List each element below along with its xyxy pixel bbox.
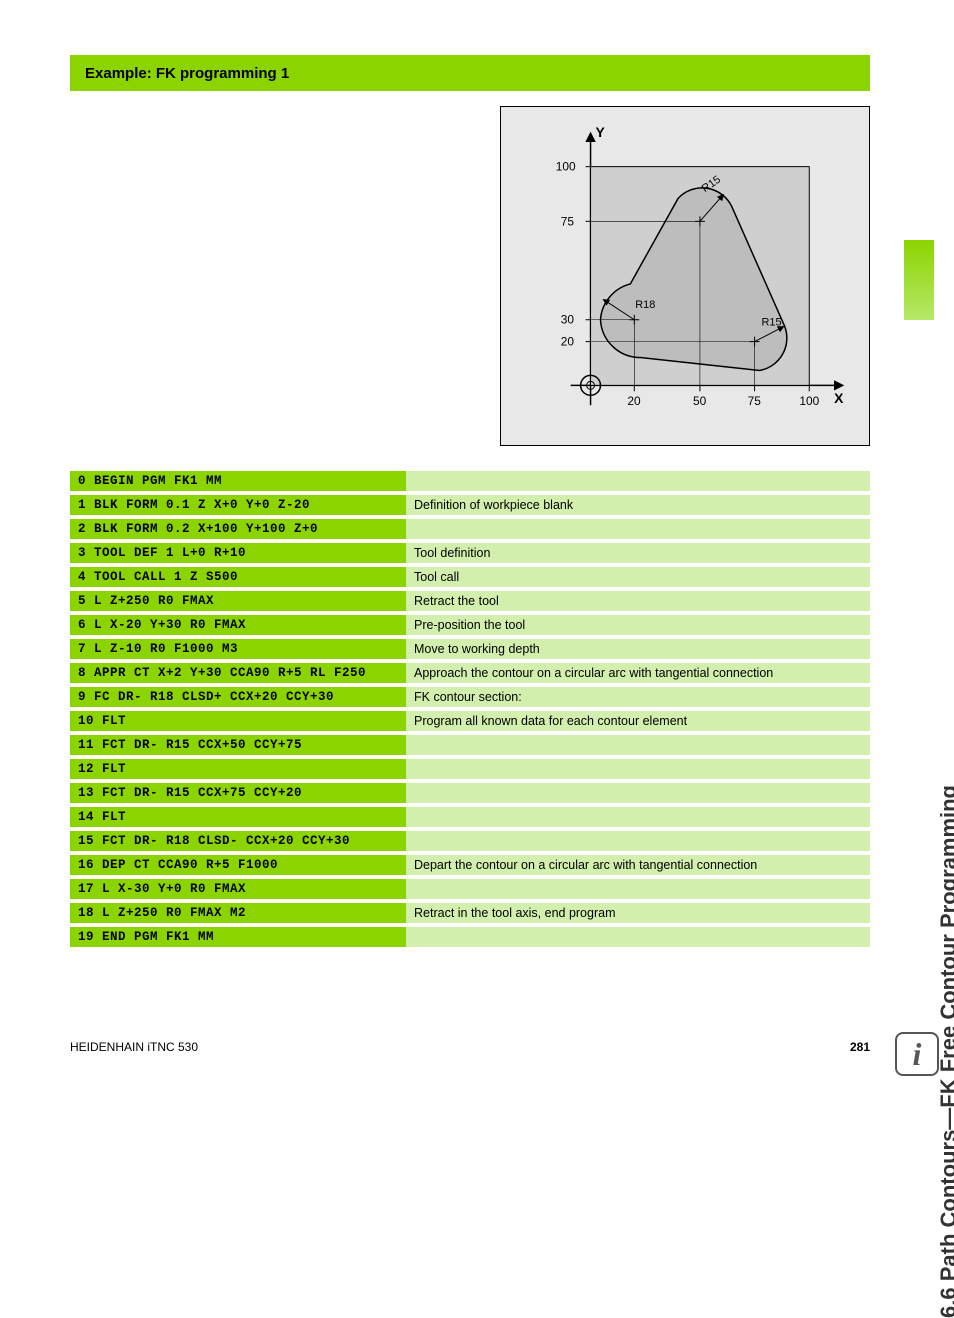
program-code-cell: 6 L X-20 Y+30 R0 FMAX bbox=[70, 613, 406, 637]
program-row: 11 FCT DR- R15 CCX+50 CCY+75 bbox=[70, 733, 870, 757]
program-desc-cell bbox=[406, 757, 870, 781]
program-code-cell: 9 FC DR- R18 CLSD+ CCX+20 CCY+30 bbox=[70, 685, 406, 709]
program-desc-cell: Tool definition bbox=[406, 541, 870, 565]
page-footer: HEIDENHAIN iTNC 530 281 bbox=[70, 1040, 870, 1054]
program-code-cell: 18 L Z+250 R0 FMAX M2 bbox=[70, 901, 406, 925]
program-code-cell: 3 TOOL DEF 1 L+0 R+10 bbox=[70, 541, 406, 565]
program-code-cell: 5 L Z+250 R0 FMAX bbox=[70, 589, 406, 613]
program-row: 12 FLT bbox=[70, 757, 870, 781]
r15-right-label: R15 bbox=[762, 317, 782, 329]
program-code-cell: 12 FLT bbox=[70, 757, 406, 781]
program-row: 15 FCT DR- R18 CLSD- CCX+20 CCY+30 bbox=[70, 829, 870, 853]
program-code-cell: 8 APPR CT X+2 Y+30 CCA90 R+5 RL F250 bbox=[70, 661, 406, 685]
program-code-cell: 10 FLT bbox=[70, 709, 406, 733]
section-tab-bar bbox=[904, 240, 934, 320]
program-row: 16 DEP CT CCA90 R+5 F1000Depart the cont… bbox=[70, 853, 870, 877]
x-tick-75: 75 bbox=[748, 394, 762, 408]
section-tab: 6.6 Path Contours—FK Free Contour Progra… bbox=[904, 55, 934, 785]
program-row: 4 TOOL CALL 1 Z S500Tool call bbox=[70, 565, 870, 589]
program-code-cell: 7 L Z-10 R0 F1000 M3 bbox=[70, 637, 406, 661]
example-title-bar: Example: FK programming 1 bbox=[70, 55, 870, 91]
program-desc-cell bbox=[406, 471, 870, 493]
program-desc-cell: Depart the contour on a circular arc wit… bbox=[406, 853, 870, 877]
program-desc-cell bbox=[406, 805, 870, 829]
r18-label: R18 bbox=[635, 299, 655, 311]
program-desc-cell: FK contour section: bbox=[406, 685, 870, 709]
program-desc-cell bbox=[406, 517, 870, 541]
info-icon: i bbox=[895, 1032, 939, 1076]
y-tick-100: 100 bbox=[556, 160, 576, 174]
program-desc-cell bbox=[406, 781, 870, 805]
program-row: 18 L Z+250 R0 FMAX M2Retract in the tool… bbox=[70, 901, 870, 925]
program-desc-cell: Definition of workpiece blank bbox=[406, 493, 870, 517]
program-desc-cell: Retract in the tool axis, end program bbox=[406, 901, 870, 925]
program-desc-cell: Tool call bbox=[406, 565, 870, 589]
program-row: 7 L Z-10 R0 F1000 M3Move to working dept… bbox=[70, 637, 870, 661]
program-desc-cell bbox=[406, 877, 870, 901]
program-desc-cell: Retract the tool bbox=[406, 589, 870, 613]
program-row: 8 APPR CT X+2 Y+30 CCA90 R+5 RL F250Appr… bbox=[70, 661, 870, 685]
program-desc-cell bbox=[406, 925, 870, 949]
program-row: 9 FC DR- R18 CLSD+ CCX+20 CCY+30FK conto… bbox=[70, 685, 870, 709]
program-row: 17 L X-30 Y+0 R0 FMAX bbox=[70, 877, 870, 901]
program-desc-cell: Approach the contour on a circular arc w… bbox=[406, 661, 870, 685]
program-row: 13 FCT DR- R15 CCX+75 CCY+20 bbox=[70, 781, 870, 805]
example-title: Example: FK programming 1 bbox=[85, 65, 289, 82]
program-row: 2 BLK FORM 0.2 X+100 Y+100 Z+0 bbox=[70, 517, 870, 541]
program-row: 14 FLT bbox=[70, 805, 870, 829]
footer-page-number: 281 bbox=[850, 1040, 870, 1054]
program-code-cell: 16 DEP CT CCA90 R+5 F1000 bbox=[70, 853, 406, 877]
program-desc-cell: Move to working depth bbox=[406, 637, 870, 661]
y-tick-30: 30 bbox=[561, 313, 575, 327]
program-table: 0 BEGIN PGM FK1 MM1 BLK FORM 0.1 Z X+0 Y… bbox=[70, 471, 870, 951]
program-row: 3 TOOL DEF 1 L+0 R+10Tool definition bbox=[70, 541, 870, 565]
program-row: 0 BEGIN PGM FK1 MM bbox=[70, 471, 870, 493]
x-tick-20: 20 bbox=[627, 394, 641, 408]
program-code-cell: 13 FCT DR- R15 CCX+75 CCY+20 bbox=[70, 781, 406, 805]
footer-product: HEIDENHAIN iTNC 530 bbox=[70, 1040, 198, 1054]
program-code-cell: 14 FLT bbox=[70, 805, 406, 829]
diagram-svg: Y X 20 30 75 100 20 50 75 100 bbox=[501, 107, 869, 445]
program-row: 1 BLK FORM 0.1 Z X+0 Y+0 Z-20Definition … bbox=[70, 493, 870, 517]
program-code-cell: 15 FCT DR- R18 CLSD- CCX+20 CCY+30 bbox=[70, 829, 406, 853]
program-row: 19 END PGM FK1 MM bbox=[70, 925, 870, 949]
x-tick-100: 100 bbox=[799, 394, 819, 408]
program-row: 10 FLTProgram all known data for each co… bbox=[70, 709, 870, 733]
program-code-cell: 1 BLK FORM 0.1 Z X+0 Y+0 Z-20 bbox=[70, 493, 406, 517]
contour-diagram: Y X 20 30 75 100 20 50 75 100 bbox=[500, 106, 870, 446]
program-code-cell: 2 BLK FORM 0.2 X+100 Y+100 Z+0 bbox=[70, 517, 406, 541]
y-axis-label: Y bbox=[596, 124, 606, 140]
program-code-cell: 0 BEGIN PGM FK1 MM bbox=[70, 471, 406, 493]
y-tick-20: 20 bbox=[561, 335, 575, 349]
x-tick-50: 50 bbox=[693, 394, 707, 408]
y-tick-75: 75 bbox=[561, 214, 575, 228]
program-code-cell: 11 FCT DR- R15 CCX+50 CCY+75 bbox=[70, 733, 406, 757]
program-row: 6 L X-20 Y+30 R0 FMAXPre-position the to… bbox=[70, 613, 870, 637]
program-code-cell: 19 END PGM FK1 MM bbox=[70, 925, 406, 949]
x-axis-label: X bbox=[834, 390, 844, 406]
program-code-cell: 4 TOOL CALL 1 Z S500 bbox=[70, 565, 406, 589]
program-desc-cell: Program all known data for each contour … bbox=[406, 709, 870, 733]
program-desc-cell: Pre-position the tool bbox=[406, 613, 870, 637]
program-row: 5 L Z+250 R0 FMAXRetract the tool bbox=[70, 589, 870, 613]
program-code-cell: 17 L X-30 Y+0 R0 FMAX bbox=[70, 877, 406, 901]
program-desc-cell bbox=[406, 733, 870, 757]
program-desc-cell bbox=[406, 829, 870, 853]
